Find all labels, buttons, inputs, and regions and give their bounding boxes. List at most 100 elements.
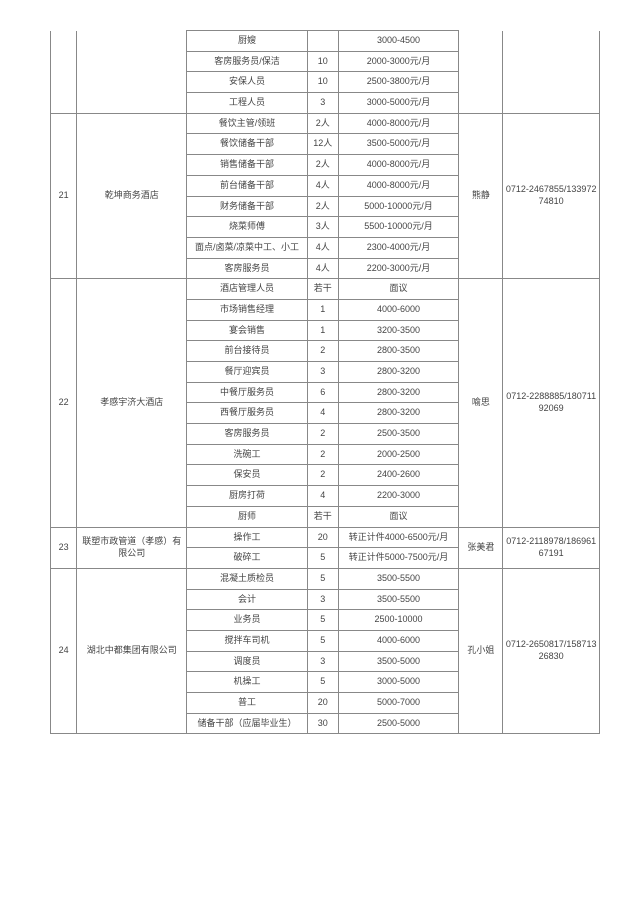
position: 前台接待员 bbox=[187, 341, 308, 362]
quantity: 20 bbox=[307, 693, 338, 714]
salary: 3500-5500 bbox=[338, 568, 459, 589]
salary: 2200-3000 bbox=[338, 486, 459, 507]
quantity: 4 bbox=[307, 486, 338, 507]
position: 烧菜师傅 bbox=[187, 217, 308, 238]
position: 机操工 bbox=[187, 672, 308, 693]
salary: 4000-8000元/月 bbox=[338, 155, 459, 176]
salary: 3500-5500 bbox=[338, 589, 459, 610]
contact-person bbox=[459, 31, 503, 114]
quantity: 2人 bbox=[307, 155, 338, 176]
position: 宴会销售 bbox=[187, 320, 308, 341]
position: 西餐厅服务员 bbox=[187, 403, 308, 424]
table-row: 21乾坤商务酒店餐饮主管/领班2人4000-8000元/月熊静0712-2467… bbox=[51, 113, 600, 134]
salary: 3000-5000元/月 bbox=[338, 93, 459, 114]
position: 混凝土质检员 bbox=[187, 568, 308, 589]
quantity: 12人 bbox=[307, 134, 338, 155]
quantity: 5 bbox=[307, 548, 338, 569]
salary: 5000-7000 bbox=[338, 693, 459, 714]
quantity: 3人 bbox=[307, 217, 338, 238]
quantity: 3 bbox=[307, 362, 338, 383]
quantity: 若干 bbox=[307, 279, 338, 300]
quantity: 5 bbox=[307, 630, 338, 651]
table-row: 23联塑市政管道（孝感）有限公司操作工20转正计件4000-6500元/月张美君… bbox=[51, 527, 600, 548]
row-index: 24 bbox=[51, 568, 77, 734]
company-name: 联塑市政管道（孝感）有限公司 bbox=[77, 527, 187, 568]
salary: 2300-4000元/月 bbox=[338, 237, 459, 258]
company-name: 乾坤商务酒店 bbox=[77, 113, 187, 279]
salary: 2000-2500 bbox=[338, 444, 459, 465]
row-index: 23 bbox=[51, 527, 77, 568]
contact-phone: 0712-2288885/18071192069 bbox=[503, 279, 600, 527]
position: 财务储备干部 bbox=[187, 196, 308, 217]
contact-phone: 0712-2467855/13397274810 bbox=[503, 113, 600, 279]
company-name: 湖北中都集团有限公司 bbox=[77, 568, 187, 734]
salary: 3500-5000 bbox=[338, 651, 459, 672]
quantity: 2 bbox=[307, 424, 338, 445]
salary: 2400-2600 bbox=[338, 465, 459, 486]
table-row: 24湖北中都集团有限公司混凝土质检员53500-5500孔小姐0712-2650… bbox=[51, 568, 600, 589]
row-index bbox=[51, 31, 77, 114]
quantity: 2 bbox=[307, 341, 338, 362]
contact-phone: 0712-2118978/18696167191 bbox=[503, 527, 600, 568]
position: 销售储备干部 bbox=[187, 155, 308, 176]
position: 餐厅迎宾员 bbox=[187, 362, 308, 383]
quantity: 5 bbox=[307, 568, 338, 589]
position: 客房服务员 bbox=[187, 424, 308, 445]
contact-phone: 0712-2650817/15871326830 bbox=[503, 568, 600, 734]
position: 厨师 bbox=[187, 506, 308, 527]
position: 会计 bbox=[187, 589, 308, 610]
position: 前台储备干部 bbox=[187, 175, 308, 196]
position: 厨嫂 bbox=[187, 31, 308, 52]
position: 搅拌车司机 bbox=[187, 630, 308, 651]
quantity: 2人 bbox=[307, 113, 338, 134]
salary: 3200-3500 bbox=[338, 320, 459, 341]
quantity: 3 bbox=[307, 589, 338, 610]
quantity: 2 bbox=[307, 465, 338, 486]
position: 洗碗工 bbox=[187, 444, 308, 465]
position: 调度员 bbox=[187, 651, 308, 672]
quantity: 4人 bbox=[307, 237, 338, 258]
quantity: 3 bbox=[307, 651, 338, 672]
salary: 2500-5000 bbox=[338, 713, 459, 734]
row-index: 22 bbox=[51, 279, 77, 527]
quantity: 若干 bbox=[307, 506, 338, 527]
salary: 转正计件5000-7500元/月 bbox=[338, 548, 459, 569]
salary: 4000-8000元/月 bbox=[338, 175, 459, 196]
salary: 2500-3800元/月 bbox=[338, 72, 459, 93]
quantity: 3 bbox=[307, 93, 338, 114]
salary: 2800-3200 bbox=[338, 362, 459, 383]
position: 工程人员 bbox=[187, 93, 308, 114]
quantity: 1 bbox=[307, 320, 338, 341]
quantity bbox=[307, 31, 338, 52]
position: 业务员 bbox=[187, 610, 308, 631]
position: 普工 bbox=[187, 693, 308, 714]
position: 餐饮主管/领班 bbox=[187, 113, 308, 134]
contact-phone bbox=[503, 31, 600, 114]
company-name: 孝感宇济大酒店 bbox=[77, 279, 187, 527]
position: 客房服务员 bbox=[187, 258, 308, 279]
table-row: 厨嫂 3000-4500 bbox=[51, 31, 600, 52]
contact-person: 张美君 bbox=[459, 527, 503, 568]
quantity: 2人 bbox=[307, 196, 338, 217]
salary: 5500-10000元/月 bbox=[338, 217, 459, 238]
position: 酒店管理人员 bbox=[187, 279, 308, 300]
position: 操作工 bbox=[187, 527, 308, 548]
contact-person: 熊静 bbox=[459, 113, 503, 279]
row-index: 21 bbox=[51, 113, 77, 279]
position: 餐饮储备干部 bbox=[187, 134, 308, 155]
salary: 4000-8000元/月 bbox=[338, 113, 459, 134]
quantity: 30 bbox=[307, 713, 338, 734]
salary: 3000-4500 bbox=[338, 31, 459, 52]
quantity: 6 bbox=[307, 382, 338, 403]
quantity: 20 bbox=[307, 527, 338, 548]
jobs-table: 厨嫂3000-4500客房服务员/保洁102000-3000元/月安保人员102… bbox=[50, 30, 600, 734]
salary: 4000-6000 bbox=[338, 299, 459, 320]
quantity: 10 bbox=[307, 72, 338, 93]
salary: 2500-3500 bbox=[338, 424, 459, 445]
salary: 3500-5000元/月 bbox=[338, 134, 459, 155]
contact-person: 孔小姐 bbox=[459, 568, 503, 734]
salary: 5000-10000元/月 bbox=[338, 196, 459, 217]
salary: 2800-3500 bbox=[338, 341, 459, 362]
position: 储备干部（应届毕业生） bbox=[187, 713, 308, 734]
position: 破碎工 bbox=[187, 548, 308, 569]
